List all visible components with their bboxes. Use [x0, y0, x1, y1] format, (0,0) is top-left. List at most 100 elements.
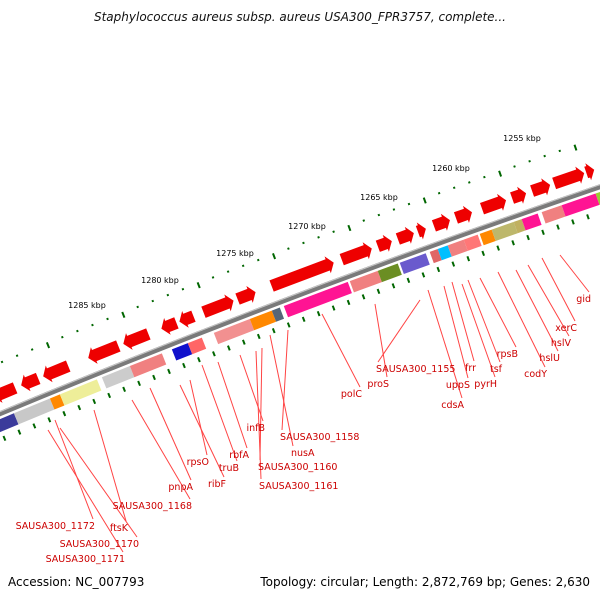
feature-bar	[271, 307, 285, 322]
label-leader	[374, 303, 388, 378]
cds-arrows	[0, 163, 595, 403]
scale-tick	[332, 230, 335, 233]
gene-label: SAUSA300_1160	[258, 462, 337, 473]
scale-tick	[377, 213, 381, 217]
cds-arrow	[88, 340, 121, 364]
label-leader	[559, 254, 590, 293]
scale-tick	[106, 317, 109, 321]
gene-label: tsf	[490, 364, 503, 375]
inner-tick	[316, 310, 321, 317]
feature-bar	[429, 248, 442, 264]
scale-tick	[166, 293, 170, 297]
inner-tick	[167, 368, 171, 375]
scale-tick	[256, 258, 260, 262]
label-leader	[515, 269, 559, 352]
scale-tick	[407, 202, 411, 206]
cds-arrow	[43, 360, 71, 383]
inner-tick	[301, 316, 306, 322]
cds-arrow	[21, 372, 41, 392]
feature-bar	[59, 379, 102, 406]
inner-tick	[212, 351, 216, 357]
gene-label: truB	[219, 463, 239, 474]
kbp-label: 1280 kbp	[141, 276, 179, 285]
label-leader	[259, 347, 263, 461]
scale-tick	[30, 348, 34, 351]
label-leader	[281, 329, 289, 431]
label-leader	[239, 354, 264, 422]
genome-backbone-highlight	[0, 184, 600, 413]
feature-bar	[377, 263, 402, 283]
feature-bar	[561, 193, 600, 217]
feature-bar	[213, 319, 255, 345]
inner-tick	[256, 333, 261, 340]
cds-arrow	[123, 328, 151, 350]
inner-tick	[526, 234, 530, 241]
inner-tick	[436, 266, 441, 273]
label-leader	[497, 271, 546, 368]
kbp-label: 1260 kbp	[432, 164, 470, 173]
gene-label: codY	[524, 369, 547, 380]
label-leader	[451, 281, 475, 362]
feature-bars	[0, 192, 600, 433]
kbp-labels: 1255 kbp 1260 kbp 1265 kbp 1270 kbp 1275 kbp…	[68, 134, 541, 310]
scale-tick	[392, 208, 396, 211]
inner-tick	[481, 250, 485, 257]
gene-labels: gid xerC hslV hslU codY rpsB tsf frr pyrH uppS cds…	[16, 294, 591, 565]
gene-label: SAUSA300_1170	[60, 539, 139, 550]
inner-tick	[406, 277, 411, 284]
inner-ticks	[2, 214, 590, 442]
cds-arrow	[339, 242, 372, 266]
scale-tick	[452, 186, 456, 190]
feature-bar	[541, 205, 566, 224]
scale-tick	[181, 287, 185, 291]
gene-label: rbfA	[229, 450, 249, 461]
scale-tick	[317, 236, 320, 239]
scale-tick	[196, 282, 201, 289]
label-leader	[255, 350, 262, 480]
label-leader	[149, 387, 192, 481]
label-leader	[131, 399, 191, 500]
label-leader	[467, 279, 501, 363]
label-leader	[443, 285, 469, 379]
feature-bar	[249, 310, 277, 331]
kbp-label: 1255 kbp	[503, 134, 541, 143]
inner-tick	[286, 322, 291, 328]
inner-tick	[361, 294, 366, 300]
label-leader	[377, 299, 421, 363]
label-leader	[427, 289, 463, 399]
inner-tick	[122, 386, 126, 393]
label-leader	[527, 264, 570, 337]
cds-arrow	[269, 256, 334, 292]
kbp-label: 1265 kbp	[360, 193, 398, 202]
gene-label: proS	[367, 379, 389, 390]
cds-arrow	[415, 222, 426, 240]
kbp-label: 1270 kbp	[288, 222, 326, 231]
scale-tick	[241, 264, 245, 268]
cds-arrow	[453, 205, 472, 224]
accession-text: Accession: NC_007793	[8, 575, 145, 589]
inner-tick	[271, 328, 276, 334]
feature-bar	[437, 245, 452, 261]
scale-tick	[468, 181, 471, 184]
label-leader	[54, 419, 94, 520]
cds-arrow	[375, 234, 392, 252]
inner-tick	[496, 245, 500, 251]
cds-arrow	[201, 294, 234, 318]
inner-tick	[32, 423, 37, 429]
scale-tick	[558, 149, 562, 153]
cds-arrow	[479, 193, 507, 215]
gene-label: rpsO	[187, 457, 209, 468]
inner-tick	[17, 429, 22, 435]
gene-label: ftsK	[110, 523, 129, 534]
feature-bar	[447, 239, 468, 257]
inner-tick	[107, 392, 112, 399]
inner-tick	[451, 261, 456, 267]
label-leader	[179, 384, 225, 478]
feature-bar	[129, 353, 167, 378]
feature-bar	[171, 343, 193, 361]
feature-bar	[349, 270, 382, 293]
inner-tick	[541, 229, 545, 235]
scale-tick	[45, 342, 51, 349]
cds-arrow	[584, 163, 595, 181]
